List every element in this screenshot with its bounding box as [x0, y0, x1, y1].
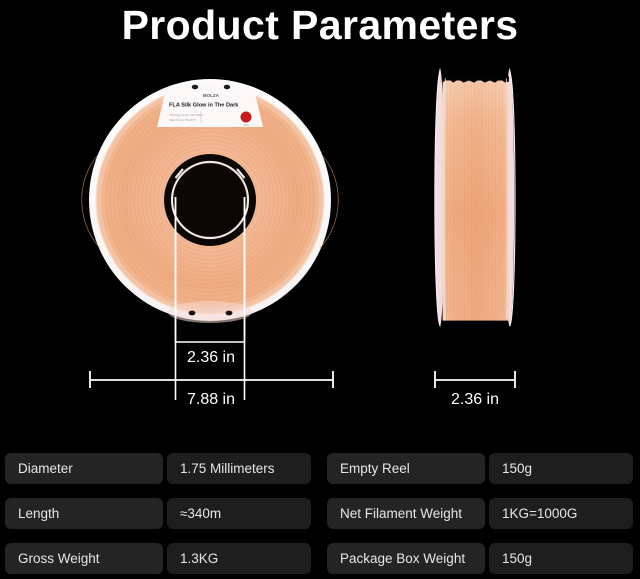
svg-text:MOLZA: MOLZA — [203, 93, 219, 98]
svg-text:Bed Temp: 50-60°C: Bed Temp: 50-60°C — [170, 118, 197, 122]
svg-text:SILK: SILK — [243, 123, 249, 127]
svg-text:FLA Silk Glow in The Dark: FLA Silk Glow in The Dark — [169, 103, 239, 109]
svg-text:Printing Temp: 210-230C: Printing Temp: 210-230C — [170, 113, 204, 117]
